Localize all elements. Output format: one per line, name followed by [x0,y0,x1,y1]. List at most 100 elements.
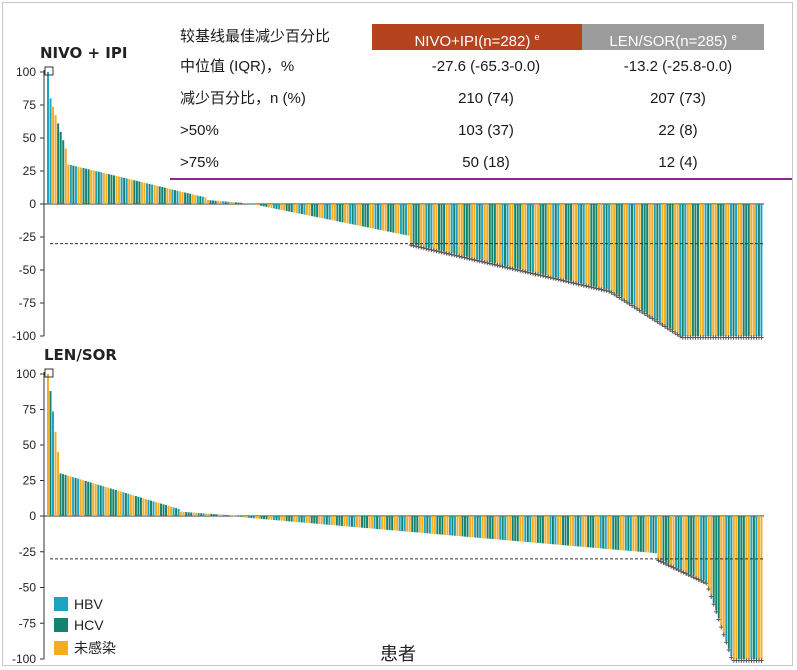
bar [471,516,474,538]
bar [132,495,135,516]
bar [516,204,519,269]
bar [265,204,268,207]
bar [267,204,270,208]
response-marker [675,332,680,337]
bar [622,516,625,551]
response-marker [584,283,589,289]
response-marker [563,279,569,284]
bar [614,516,617,550]
bar [575,204,578,283]
bar [692,516,695,576]
bar [214,200,217,204]
bar [478,204,481,260]
bar [572,204,575,282]
bar [283,516,286,521]
bar [387,204,390,232]
bar [637,516,640,552]
response-marker [729,655,734,660]
bar [476,516,479,538]
bar [549,516,552,545]
bar [509,516,512,541]
bar [346,204,349,224]
bar [608,204,611,290]
bar [293,204,296,213]
bar [559,204,562,279]
bar [69,165,72,204]
bar [654,516,657,554]
bar [320,516,323,525]
bar [757,516,760,659]
response-marker [704,581,709,586]
bar [486,516,489,539]
response-marker [479,259,485,264]
bar [577,516,580,547]
bar [456,516,459,536]
bar [242,516,245,518]
bar [353,516,356,528]
bar [74,477,77,516]
bar [529,204,532,272]
bar [180,511,183,516]
bar [122,492,125,516]
response-marker [658,559,664,564]
bar [288,516,291,522]
bar [612,516,615,550]
response-marker [656,558,661,563]
response-marker [576,281,581,287]
bar [155,502,157,516]
bar [443,204,446,252]
response-marker [520,268,526,274]
bar [448,516,451,536]
bar [361,204,364,227]
bar [466,516,469,537]
bar [219,201,222,204]
bar [245,203,248,204]
bar [537,204,540,274]
bar [501,204,504,265]
response-marker [666,563,671,568]
bar [202,513,205,516]
bar [648,204,651,316]
bar [157,502,160,516]
bar [450,204,453,254]
bar [123,177,126,204]
bar [260,516,263,519]
legend-label: 未感染 [74,640,116,656]
bar [295,204,298,214]
bar [653,204,656,319]
bar [389,204,392,233]
bar [453,204,456,254]
bar [511,516,514,541]
bar [341,204,344,223]
stats-title: 较基线最佳减少百分比 [180,28,331,45]
capped-box-marker [44,368,54,378]
response-marker [676,567,681,573]
bar [609,516,612,550]
bar [220,514,223,516]
response-marker [561,278,566,283]
bar [235,515,238,517]
response-marker [548,275,553,280]
bar [707,516,710,588]
response-marker [510,266,515,271]
bar [672,516,675,567]
bar [689,204,692,336]
response-marker [566,279,571,285]
bar [133,180,136,204]
bar [168,188,171,204]
response-marker [474,258,480,263]
bar [135,180,138,204]
response-marker [530,271,536,276]
bar [280,204,283,210]
response-marker [671,565,676,570]
response-marker [434,248,439,254]
bar [639,516,642,552]
bar [330,516,333,526]
bar [656,204,659,321]
bar [760,204,763,336]
response-marker [693,576,699,581]
bar [69,476,72,516]
bar [351,204,354,225]
bar [200,513,203,516]
